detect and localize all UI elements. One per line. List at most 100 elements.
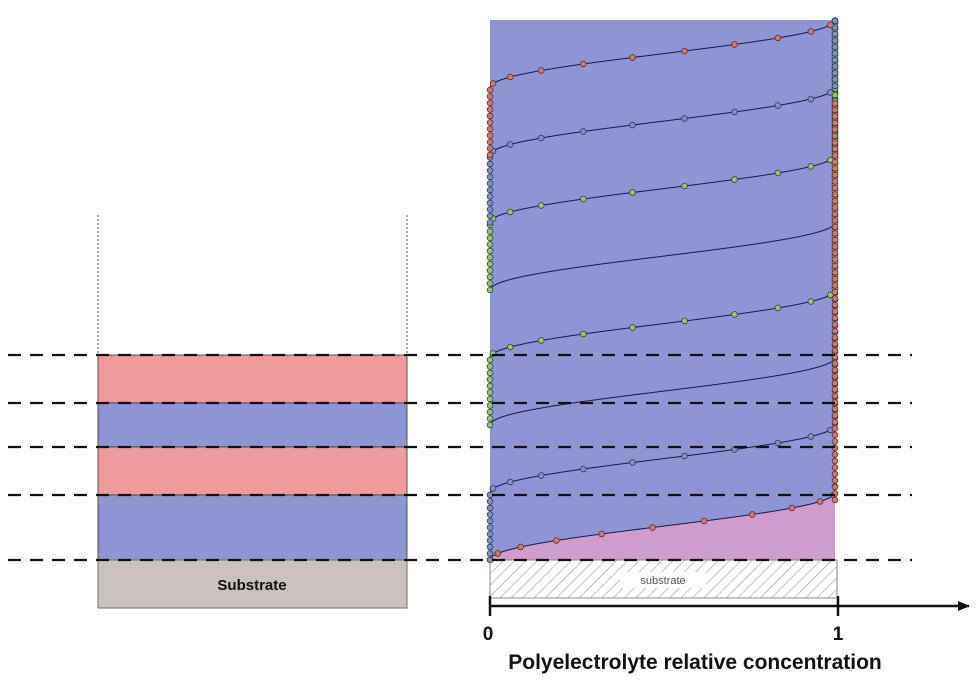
marker-curve-blue-lower-dot <box>807 433 815 440</box>
marker-curve-blue-upper-dot <box>831 43 839 51</box>
marker-curve-green-upper-dot <box>731 176 738 183</box>
marker-right-edge-dot <box>831 438 839 445</box>
marker-right-edge-dot <box>831 178 839 185</box>
marker-curve-green-dot <box>807 298 815 305</box>
layer-fill-1 <box>490 20 835 558</box>
marker-curve-green-dot <box>486 382 494 390</box>
marker-curve-blue-upper-dot <box>486 186 494 194</box>
marker-curve-green-dot <box>827 291 834 299</box>
marker-curve-blue-lower-dot <box>489 485 497 492</box>
marker-right-edge-dot <box>831 464 839 471</box>
marker-curve-blue-upper-dot <box>580 128 587 135</box>
marker-curve-red-lower-dot <box>748 511 756 518</box>
marker-curve-blue-upper-dot <box>831 56 839 64</box>
marker-curve-red-upper-dot <box>486 93 494 100</box>
marker-curve-blue-upper-dot <box>486 219 494 226</box>
marker-right-edge-dot <box>831 392 839 400</box>
marker-curve-green-upper-dot <box>807 163 815 170</box>
marker-curve-green-dot <box>486 421 494 429</box>
marker-curve-green-upper-dot <box>681 182 688 190</box>
marker-right-edge-dot <box>831 106 839 114</box>
marker-curve-green-dot <box>486 356 494 364</box>
marker-right-edge-dot <box>831 256 839 263</box>
marker-curve-blue-lower-dot <box>506 478 514 486</box>
marker-right-edge-dot <box>831 152 839 159</box>
marker-curve-red-upper-dot <box>486 119 494 126</box>
marker-right-edge-dot <box>831 119 839 127</box>
marker-curve-red-upper <box>486 21 834 159</box>
marker-right-edge-dot <box>831 262 839 270</box>
marker-curve-blue-lower-dot <box>486 530 494 538</box>
marker-curve-blue-lower-dot <box>486 537 494 544</box>
marker-right-edge-dot <box>831 412 839 419</box>
marker-right-edge-dot <box>831 477 839 484</box>
marker-curve-blue-upper-dot <box>486 167 494 174</box>
marker-right-edge-dot <box>831 113 839 120</box>
marker-curve-green-upper-dot <box>486 267 494 274</box>
marker-curve-green-upper-dot <box>506 208 514 216</box>
marker-curve-green-dot <box>731 311 738 318</box>
marker-curve-blue-lower-dot <box>774 439 782 447</box>
marker-curve-blue-lower-dot <box>537 472 545 479</box>
marker-right-edge-dot <box>831 327 839 335</box>
marker-curve-green-upper-dot <box>486 241 494 248</box>
marker-curve-red-upper-dot <box>486 151 494 159</box>
marker-right-edge-dot <box>831 184 839 192</box>
marker-curve-red-lower-dot <box>598 530 605 538</box>
marker-curve-blue-upper-dot <box>831 37 839 44</box>
marker-curve-green-dot <box>486 376 494 383</box>
right-substrate-block <box>489 559 838 599</box>
left-layer-2 <box>97 402 408 448</box>
marker-curve-red-lower <box>486 491 838 564</box>
marker-curve-blue-upper-dot <box>831 50 839 57</box>
marker-right-edge-dot <box>831 347 839 354</box>
marker-curve-red-lower-dot <box>816 498 824 505</box>
marker-curve-green-upper-dot <box>486 286 494 294</box>
interface-dashed-lines <box>8 353 912 562</box>
marker-curve-green-upper-dot <box>486 280 494 287</box>
marker-curve-red-lower-dot <box>517 543 524 551</box>
marker-curve-red-upper-dot <box>681 47 688 55</box>
marker-curve-blue-upper-dot <box>486 206 494 213</box>
right-substrate-label-bg <box>620 572 706 588</box>
axis-label: Polyelectrolyte relative concentration <box>508 651 881 674</box>
marker-right-edge-dot <box>831 132 839 140</box>
marker-curve-red-lower-dot <box>494 550 502 557</box>
marker-curve-blue-upper-dot <box>486 199 494 207</box>
marker-curve-green-dot <box>486 408 494 416</box>
marker-curve-green-upper-dot <box>486 273 494 281</box>
marker-curve-blue-upper-dot <box>731 108 738 116</box>
marker-right-edge-dot <box>831 340 839 348</box>
marker-curve-green-upper-dot <box>629 189 636 196</box>
marker-curve-red-upper-dot <box>506 73 514 81</box>
marker-right-edge-dot <box>831 483 839 491</box>
marker-right-edge-dot <box>831 334 839 341</box>
marker-right-edge-dot <box>831 470 839 478</box>
marker-right-edge-dot <box>831 223 839 231</box>
marker-right-edge-dot <box>831 418 839 426</box>
marker-right-edge-dot <box>831 366 839 374</box>
right-substrate-label: substrate <box>640 575 685 587</box>
marker-right-edge-dot <box>831 171 839 179</box>
left-layer-4 <box>97 494 408 561</box>
marker-right-edge-dot <box>831 249 839 257</box>
marker-curve-green-upper-dot <box>486 247 494 255</box>
marker-curve-green-upper-dot <box>486 234 494 242</box>
marker-right-edge-dot <box>831 126 839 133</box>
marker-curve-blue-upper-dot <box>831 17 839 25</box>
marker-right-edge-dot <box>831 295 839 302</box>
marker-curve-red-upper-dot <box>486 86 494 94</box>
marker-right-edge-dot <box>831 275 839 283</box>
marker-curve-green-upper-dot <box>486 228 494 235</box>
marker-curve-green-dot <box>580 330 587 338</box>
marker-right-edge-dot <box>831 301 839 309</box>
marker-curve-red-upper-dot <box>486 145 494 152</box>
marker-curve-blue-upper-dot <box>831 63 839 70</box>
marker-curve-red-upper-dot <box>486 132 494 139</box>
marker-curve-blue-lower-dot <box>486 517 494 525</box>
marker-right-edge-dot <box>831 100 839 107</box>
marker-right-edge-dot <box>831 165 839 172</box>
left-layer-3 <box>97 446 408 496</box>
marker-right-edge-dot <box>831 204 839 211</box>
